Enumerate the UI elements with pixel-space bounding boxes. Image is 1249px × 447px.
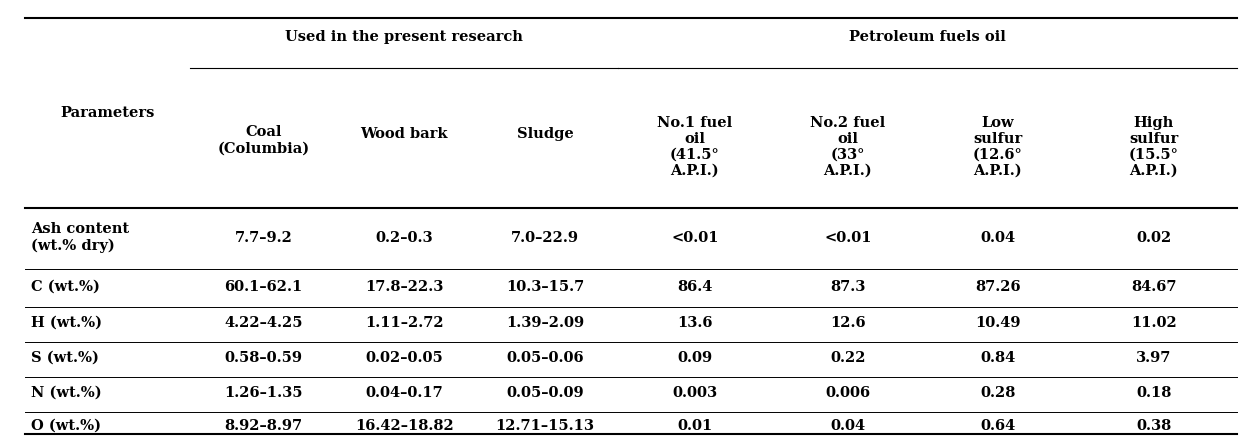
Text: Parameters: Parameters — [60, 106, 155, 120]
Text: Low
sulfur
(12.6°
A.P.I.): Low sulfur (12.6° A.P.I.) — [973, 115, 1023, 178]
Text: <0.01: <0.01 — [671, 231, 718, 245]
Text: 1.39–2.09: 1.39–2.09 — [506, 316, 585, 330]
Text: 0.2–0.3: 0.2–0.3 — [376, 231, 433, 245]
Text: 0.04: 0.04 — [980, 231, 1015, 245]
Text: 0.58–0.59: 0.58–0.59 — [225, 351, 302, 365]
Text: H (wt.%): H (wt.%) — [31, 316, 102, 330]
Text: 0.02–0.05: 0.02–0.05 — [365, 351, 443, 365]
Text: 0.02: 0.02 — [1137, 231, 1172, 245]
Text: High
sulfur
(15.5°
A.P.I.): High sulfur (15.5° A.P.I.) — [1129, 115, 1179, 178]
Text: 0.22: 0.22 — [831, 351, 866, 365]
Text: 10.3–15.7: 10.3–15.7 — [506, 280, 585, 294]
Text: 1.26–1.35: 1.26–1.35 — [224, 386, 302, 400]
Text: 0.05–0.06: 0.05–0.06 — [506, 351, 583, 365]
Text: 0.04–0.17: 0.04–0.17 — [365, 386, 443, 400]
Text: Ash content
(wt.% dry): Ash content (wt.% dry) — [31, 222, 129, 253]
Text: 7.7–9.2: 7.7–9.2 — [235, 231, 292, 245]
Text: 0.006: 0.006 — [826, 386, 871, 400]
Text: 17.8–22.3: 17.8–22.3 — [365, 280, 443, 294]
Text: 0.28: 0.28 — [980, 386, 1015, 400]
Text: 16.42–18.82: 16.42–18.82 — [355, 419, 453, 433]
Text: 84.67: 84.67 — [1132, 280, 1177, 294]
Text: Used in the present research: Used in the present research — [285, 30, 523, 44]
Text: 11.02: 11.02 — [1132, 316, 1177, 330]
Text: 60.1–62.1: 60.1–62.1 — [225, 280, 302, 294]
Text: 87.26: 87.26 — [975, 280, 1020, 294]
Text: 0.01: 0.01 — [677, 419, 712, 433]
Text: 0.05–0.09: 0.05–0.09 — [506, 386, 583, 400]
Text: 12.6: 12.6 — [831, 316, 866, 330]
Text: Sludge: Sludge — [517, 127, 573, 141]
Text: 0.09: 0.09 — [677, 351, 712, 365]
Text: <0.01: <0.01 — [824, 231, 872, 245]
Text: 0.04: 0.04 — [831, 419, 866, 433]
Text: 3.97: 3.97 — [1137, 351, 1172, 365]
Text: 10.49: 10.49 — [975, 316, 1020, 330]
Text: N (wt.%): N (wt.%) — [31, 386, 101, 400]
Text: 8.92–8.97: 8.92–8.97 — [225, 419, 302, 433]
Text: C (wt.%): C (wt.%) — [31, 280, 100, 294]
Text: 12.71–15.13: 12.71–15.13 — [496, 419, 595, 433]
Text: Coal
(Columbia): Coal (Columbia) — [217, 125, 310, 156]
Text: 7.0–22.9: 7.0–22.9 — [511, 231, 580, 245]
Text: No.2 fuel
oil
(33°
A.P.I.): No.2 fuel oil (33° A.P.I.) — [811, 115, 886, 178]
Text: O (wt.%): O (wt.%) — [31, 419, 101, 433]
Text: 0.18: 0.18 — [1137, 386, 1172, 400]
Text: 0.64: 0.64 — [980, 419, 1015, 433]
Text: 86.4: 86.4 — [677, 280, 713, 294]
Text: No.1 fuel
oil
(41.5°
A.P.I.): No.1 fuel oil (41.5° A.P.I.) — [657, 115, 732, 178]
Text: 0.38: 0.38 — [1137, 419, 1172, 433]
Text: 0.003: 0.003 — [672, 386, 717, 400]
Text: 13.6: 13.6 — [677, 316, 713, 330]
Text: 0.84: 0.84 — [980, 351, 1015, 365]
Text: S (wt.%): S (wt.%) — [31, 351, 99, 365]
Text: 1.11–2.72: 1.11–2.72 — [365, 316, 443, 330]
Text: Wood bark: Wood bark — [361, 127, 448, 141]
Text: 4.22–4.25: 4.22–4.25 — [224, 316, 302, 330]
Text: Petroleum fuels oil: Petroleum fuels oil — [849, 30, 1005, 44]
Text: 87.3: 87.3 — [831, 280, 866, 294]
